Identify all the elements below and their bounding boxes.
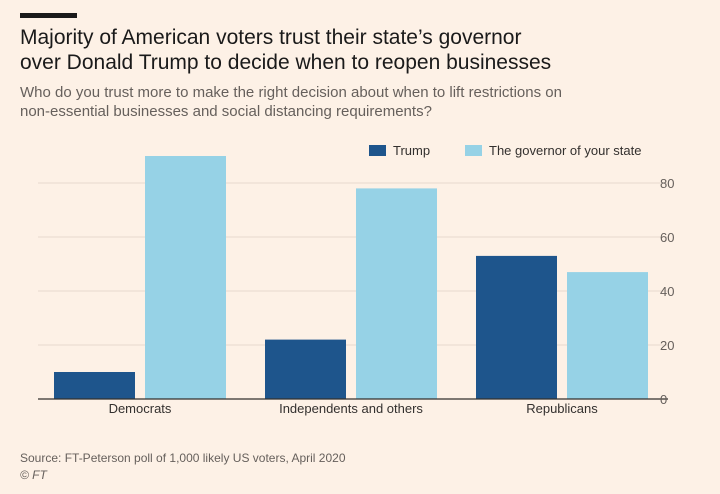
bar-governor-democrats (145, 156, 226, 399)
y-tick-label-60: 60 (660, 230, 674, 245)
legend-swatch-trump (369, 145, 386, 156)
chart-title-line-1: Majority of American voters trust their … (20, 26, 522, 49)
category-label-independents-and-others: Independents and others (279, 401, 423, 416)
x-axis-categories: Democrats Independents and others Republic… (109, 401, 599, 416)
chart-title: Majority of American voters trust their … (20, 25, 700, 75)
chart-footer: Source: FT-Peterson poll of 1,000 likely… (20, 450, 700, 484)
bar-trump-democrats (54, 372, 135, 399)
y-tick-label-20: 20 (660, 338, 674, 353)
y-axis-ticks: 0 20 40 60 80 (660, 176, 674, 407)
bars (54, 156, 648, 399)
bar-trump-independents-and-others (265, 339, 346, 399)
legend-label-trump: Trump (393, 143, 430, 158)
source-note: Source: FT-Peterson poll of 1,000 likely… (20, 451, 346, 465)
y-tick-label-80: 80 (660, 176, 674, 191)
credit-note: © FT (20, 468, 47, 482)
legend-label-governor: The governor of your state (489, 143, 641, 158)
bar-trump-republicans (476, 255, 557, 399)
y-tick-label-40: 40 (660, 284, 674, 299)
legend: Trump The governor of your state (369, 143, 641, 158)
y-tick-label-0: 0 (660, 392, 667, 407)
brand-rule (20, 13, 77, 18)
category-label-democrats: Democrats (109, 401, 172, 416)
gridlines (38, 182, 668, 346)
chart-subtitle-line-1: Who do you trust more to make the right … (20, 84, 562, 101)
chart-title-line-2: over Donald Trump to decide when to reop… (20, 51, 552, 74)
legend-swatch-governor (465, 145, 482, 156)
bar-governor-republicans (567, 272, 648, 399)
category-label-republicans: Republicans (526, 401, 598, 416)
chart-subtitle: Who do you trust more to make the right … (20, 83, 700, 121)
chart-subtitle-line-2: non-essential businesses and social dist… (20, 103, 432, 120)
bar-governor-independents-and-others (356, 188, 437, 399)
